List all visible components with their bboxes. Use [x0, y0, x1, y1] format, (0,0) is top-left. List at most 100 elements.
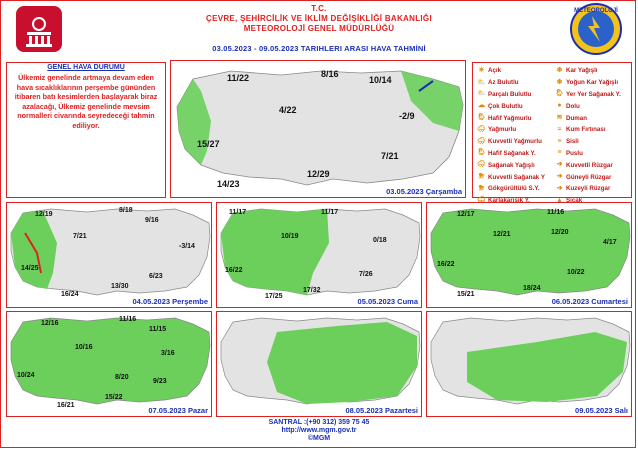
- temp-label: 11/16: [119, 316, 137, 323]
- legend-icon: 🌨: [477, 196, 486, 204]
- footer-copyright: ©MGM: [307, 435, 331, 442]
- temp-label: 12/17: [457, 211, 475, 218]
- temp-label: 11/15: [149, 326, 167, 333]
- temp-label: 14/25: [21, 265, 39, 272]
- legend-item: ☁ Çok Bulutlu: [477, 100, 545, 112]
- temp-label: 17/25: [265, 293, 283, 300]
- legend-item: ➔ Güneyli Rüzgar: [555, 171, 621, 183]
- legend-item: 🌦 Hafif Sağanak Y.: [477, 148, 545, 160]
- legend-label: Kar Yağışlı: [566, 67, 598, 75]
- temp-label: 8/16: [321, 69, 339, 79]
- legend-item: ⛅ Parçalı Bulutlu: [477, 89, 545, 101]
- legend-label: Sıcak: [566, 197, 583, 205]
- legend-label: Karlakarışık Y.: [488, 197, 530, 205]
- footer-phone: SANTRAL :(+90 312) 359 75 45: [268, 419, 370, 426]
- temp-label: 11/17: [229, 209, 247, 216]
- legend-icon: ⛈: [478, 173, 485, 181]
- legend-col2: ❄ Kar Yağışlı ❄ Yoğun Kar Yağışlı 🌦 Yer Yer S…: [555, 65, 621, 218]
- temp-label: 13/30: [111, 283, 129, 290]
- day-label: 04.05.2023 Perşembe: [132, 297, 208, 306]
- general-weather-box: GENEL HAVA DURUMU Ülkemiz genelinde artm…: [6, 62, 166, 198]
- legend-item: ▲ Sıcak: [555, 195, 621, 207]
- temp-label: 7/21: [73, 233, 87, 240]
- legend-icon: ≈: [557, 125, 562, 133]
- temp-label: 12/20: [551, 229, 569, 236]
- legend-item: ≡ Puslu: [555, 148, 621, 160]
- temp-label: 12/19: [35, 211, 53, 218]
- day-label: 09.05.2023 Salı: [575, 406, 628, 415]
- map-panel-day6: 08.05.2023 Pazartesi: [216, 311, 422, 417]
- legend-label: Kuvvetli Rüzgar: [566, 161, 613, 169]
- turkey-map-day7: [430, 317, 631, 405]
- legend-icon: ≡: [557, 149, 562, 157]
- temp-label: 15/21: [457, 291, 475, 298]
- legend-icon: 🌧: [477, 161, 486, 169]
- legend-item: ☀ Açık: [477, 65, 545, 77]
- day-label: 05.05.2023 Cuma: [357, 297, 418, 306]
- legend-label: Dolu: [566, 102, 580, 110]
- temp-label: 18/24: [523, 285, 541, 292]
- header-subtitle: 03.05.2023 - 09.05.2023 TARIHLERI ARASI …: [212, 44, 426, 53]
- legend-item: ➔ Kuvvetli Rüzgar: [555, 159, 621, 171]
- legend-label: Puslu: [566, 149, 583, 157]
- general-weather-text: Ülkemiz genelinde artmaya devam eden hav…: [14, 73, 158, 130]
- temp-label: -3/14: [179, 243, 195, 250]
- temp-label: 12/16: [41, 320, 59, 327]
- legend-item: 🌧 Kuvvetli Yağmurlu: [477, 136, 545, 148]
- temp-label: 16/22: [437, 261, 455, 268]
- turkey-map-day6: [220, 317, 421, 405]
- temp-label: 16/24: [61, 291, 79, 298]
- day-label: 03.05.2023 Çarşamba: [386, 187, 462, 196]
- legend-icon: ▲: [556, 196, 563, 204]
- map-panel-day3: 11/17 11/17 10/19 0/18 16/22 7/26 17/25 …: [216, 202, 422, 308]
- legend-label: Açık: [488, 67, 502, 75]
- temp-label: 8/18: [119, 207, 133, 214]
- legend-item: 🌦 Hafif Yağmurlu: [477, 112, 545, 124]
- header: T.C. ÇEVRE, ŞEHİRCİLİK VE İKLİM DEĞİŞİKL…: [0, 0, 638, 58]
- legend-label: Sağanak Yağışlı: [488, 161, 535, 169]
- footer-web[interactable]: http://www.mgm.gov.tr: [281, 427, 357, 434]
- legend-label: Kuvvetli Yağmurlu: [488, 138, 542, 146]
- temp-label: 15/22: [105, 394, 123, 401]
- legend-label: Yer Yer Sağanak Y.: [566, 90, 621, 98]
- legend-label: Gökgürültülü S.Y.: [488, 185, 540, 193]
- temp-label: 4/17: [603, 239, 617, 246]
- map-panel-day1: 11/22 8/16 10/14 4/22 -2/9 15/27 7/21 14…: [170, 60, 466, 198]
- legend-label: Hafif Sağanak Y.: [488, 149, 536, 157]
- legend-label: Duman: [566, 114, 587, 122]
- temp-label: 12/29: [307, 169, 330, 179]
- legend-icon: ≋: [556, 114, 563, 122]
- day-label: 06.05.2023 Cumartesi: [551, 297, 628, 306]
- temp-label: 15/27: [197, 139, 220, 149]
- footer: SANTRAL :(+90 312) 359 75 45 http://www.…: [0, 419, 638, 443]
- legend-icon: ➔: [556, 173, 563, 181]
- legend-icon: ➔: [556, 161, 563, 169]
- map-panel-day2: 12/19 8/18 9/16 7/21 -3/14 14/25 6/23 16…: [6, 202, 212, 308]
- legend-icon: ❄: [556, 66, 563, 74]
- legend-item: 🌧 Sağanak Yağışlı: [477, 159, 545, 171]
- legend-label: Çok Bulutlu: [488, 102, 523, 110]
- legend-label: Kuzeyli Rüzgar: [566, 185, 611, 193]
- ministry-logo: [14, 4, 64, 54]
- general-weather-title: GENEL HAVA DURUMU: [47, 64, 125, 71]
- legend-label: Kum Fırtınası: [566, 126, 606, 134]
- turkey-map-day1: [176, 70, 464, 186]
- legend-icon: ➔: [556, 184, 563, 192]
- legend-icon: ⛈: [478, 184, 485, 192]
- temp-label: 3/16: [161, 350, 175, 357]
- turkey-map-day4: [430, 208, 631, 296]
- map-panel-day4: 12/17 11/16 12/21 12/20 4/17 16/22 10/22…: [426, 202, 632, 308]
- temp-label: 10/22: [567, 269, 585, 276]
- temp-label: 10/14: [369, 75, 392, 85]
- legend-icon: 🌧: [477, 137, 486, 145]
- legend-icon: ☁: [478, 102, 485, 110]
- header-line1: T.C.: [311, 4, 327, 13]
- legend-item: ⛅ Az Bulutlu: [477, 77, 545, 89]
- day-label: 07.05.2023 Pazar: [148, 406, 208, 415]
- temp-label: 16/21: [57, 402, 75, 409]
- temp-label: 7/21: [381, 151, 399, 161]
- legend-item: ⛈ Gökgürültülü S.Y.: [477, 183, 545, 195]
- legend-label: Kuvvetli Sağanak Y: [488, 173, 545, 181]
- temp-label: 4/22: [279, 105, 297, 115]
- turkey-map-day5: [10, 317, 211, 405]
